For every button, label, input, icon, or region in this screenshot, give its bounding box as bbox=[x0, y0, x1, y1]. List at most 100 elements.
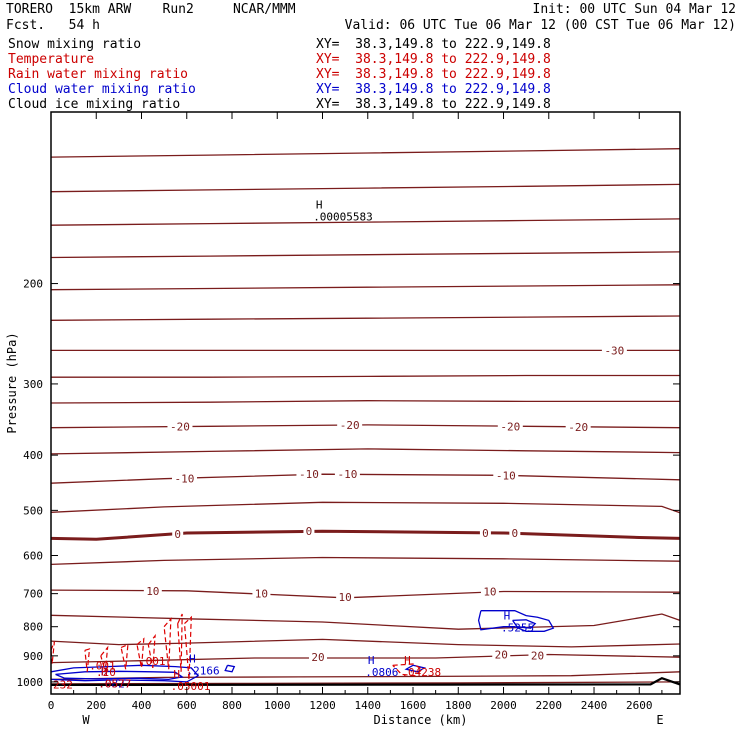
isotherm-line-8 bbox=[50, 400, 680, 404]
maximum-value-8: .0827 bbox=[98, 677, 131, 690]
maximum-marker-9: H bbox=[101, 665, 108, 678]
y-tick-label-5: 700 bbox=[23, 588, 43, 601]
terrain-layer bbox=[50, 677, 681, 686]
contour-label-9: 0 bbox=[174, 528, 181, 541]
contour-label-bg-12 bbox=[509, 527, 521, 540]
cloud-water-contour-4 bbox=[512, 619, 537, 629]
maximum-marker-2: H bbox=[189, 653, 196, 666]
maximum-marker-4: H bbox=[404, 654, 411, 667]
isotherm-line-5 bbox=[50, 315, 681, 321]
y-tick-label-4: 600 bbox=[23, 549, 43, 562]
contour-label-8: -10 bbox=[496, 469, 516, 482]
y-tick-label-8: 1000 bbox=[17, 676, 44, 689]
field-1-name: Snow mixing ratio bbox=[8, 37, 142, 52]
maximum-value-6: .001 bbox=[139, 655, 166, 668]
contour-label-4: -20 bbox=[568, 421, 588, 434]
maximum-value-11: 232 bbox=[53, 679, 73, 692]
maximum-marker-8: H bbox=[101, 665, 108, 678]
x-tick-label-2: 400 bbox=[132, 699, 152, 712]
contour-label-17: 20 bbox=[311, 651, 324, 664]
contour-label-0: -30 bbox=[604, 344, 624, 357]
y-tick-label-0: 200 bbox=[23, 278, 43, 291]
field-3-name: Rain water mixing ratio bbox=[8, 67, 189, 82]
rain-water-contour-3 bbox=[120, 643, 129, 670]
rain-water-contour-5 bbox=[147, 633, 156, 669]
cloud-water-contour-2 bbox=[224, 664, 236, 673]
isotherm-line-7 bbox=[51, 374, 680, 378]
contour-label-bg-1 bbox=[167, 420, 193, 433]
isotherm-line-20 bbox=[50, 681, 681, 685]
contour-label-15: 10 bbox=[339, 591, 352, 604]
contour-label-2: -20 bbox=[340, 419, 360, 432]
maximum-marker-0: H bbox=[316, 198, 323, 211]
contour-label-bg-18 bbox=[492, 648, 511, 661]
x-tick-label-3: 600 bbox=[177, 699, 197, 712]
maximum-value-3: .0806 bbox=[365, 666, 398, 679]
cloud-water-contour-0 bbox=[50, 664, 200, 683]
contour-label-layer: -30 -20 -20 -20 -20 -10 -10 -10 -10 0 0 0 0 10 10 10 10 2… bbox=[53, 198, 627, 693]
x-tick-label-11: 2200 bbox=[536, 699, 563, 712]
isotherm-layer bbox=[50, 148, 681, 685]
maximum-value-2: .2166 bbox=[186, 665, 219, 678]
y-axis-label: Pressure (hPa) bbox=[5, 332, 19, 433]
contour-label-10: 0 bbox=[306, 525, 313, 538]
isotherm-line-14 bbox=[50, 556, 681, 566]
x-tick-label-5: 1000 bbox=[264, 699, 291, 712]
y-tick-label-1: 300 bbox=[23, 378, 43, 391]
contour-label-18: 20 bbox=[495, 649, 508, 662]
contour-label-14: 10 bbox=[255, 588, 268, 601]
maximum-marker-3: H bbox=[368, 654, 375, 667]
cloud-water-layer bbox=[50, 610, 555, 683]
field-5-name: Cloud ice mixing ratio bbox=[8, 97, 181, 112]
contour-label-bg-15 bbox=[336, 591, 355, 604]
x-tick-label-7: 1400 bbox=[355, 699, 382, 712]
forecast-hour: Fcst. 54 h bbox=[6, 18, 100, 33]
valid-time: Valid: 06 UTC Tue 06 Mar 12 (00 CST Tue … bbox=[344, 18, 736, 33]
contour-label-3: -20 bbox=[500, 420, 520, 433]
isotherm-line-12 bbox=[50, 501, 681, 514]
rain-water-contour-8 bbox=[183, 615, 192, 680]
maximum-value-0: .00005583 bbox=[313, 210, 373, 223]
contour-label-6: -10 bbox=[299, 468, 319, 481]
x-tick-label-6: 1200 bbox=[309, 699, 336, 712]
contour-label-bg-8 bbox=[493, 469, 519, 482]
maximum-value-10: .05001 bbox=[171, 680, 211, 693]
rain-water-contour-0 bbox=[50, 641, 55, 665]
contour-label-bg-6 bbox=[296, 468, 322, 481]
maximum-value-1: .5255 bbox=[501, 622, 534, 635]
isotherm-line-19 bbox=[50, 671, 681, 681]
isotherm-line-3 bbox=[50, 251, 681, 259]
x-tick-label-0: 0 bbox=[48, 699, 55, 712]
field-5-xy: XY= 38.3,149.8 to 222.9,149.8 bbox=[316, 97, 551, 112]
contour-label-7: -10 bbox=[337, 468, 357, 481]
freezing-level-layer bbox=[50, 529, 681, 541]
model-title: TORERO 15km ARW Run2 NCAR/MMM bbox=[6, 2, 296, 17]
isotherm-line-17 bbox=[50, 638, 681, 648]
y-tick-label-7: 900 bbox=[23, 650, 43, 663]
y-tick-label-2: 400 bbox=[23, 449, 43, 462]
field-2-xy: XY= 38.3,149.8 to 222.9,149.8 bbox=[316, 52, 551, 67]
east-label: E bbox=[656, 713, 663, 727]
x-tick-label-1: 200 bbox=[86, 699, 106, 712]
contour-label-5: -10 bbox=[175, 473, 195, 486]
rain-water-contour-1 bbox=[84, 648, 91, 672]
x-tick-label-10: 2000 bbox=[490, 699, 517, 712]
isotherm-line-1 bbox=[50, 183, 681, 193]
field-1-xy: XY= 38.3,149.8 to 222.9,149.8 bbox=[316, 37, 551, 52]
maximum-marker-10: H bbox=[173, 668, 180, 681]
contour-label-bg-5 bbox=[171, 472, 197, 485]
contour-label-bg-11 bbox=[479, 527, 491, 540]
maximum-value-4: .04238 bbox=[401, 666, 441, 679]
contour-label-bg-13 bbox=[143, 584, 162, 597]
maximum-value-7: .20 bbox=[96, 666, 116, 679]
contour-label-bg-4 bbox=[565, 420, 591, 433]
x-tick-label-12: 2400 bbox=[581, 699, 608, 712]
y-tick-label-6: 800 bbox=[23, 621, 43, 634]
field-4-name: Cloud water mixing ratio bbox=[8, 82, 196, 97]
x-tick-label-8: 1600 bbox=[400, 699, 427, 712]
rain-water-contour-4 bbox=[136, 637, 145, 669]
isotherm-line-16 bbox=[50, 613, 681, 630]
x-tick-label-4: 800 bbox=[222, 699, 242, 712]
rain-water-contour-7 bbox=[177, 613, 183, 672]
contour-label-bg-3 bbox=[497, 420, 523, 433]
